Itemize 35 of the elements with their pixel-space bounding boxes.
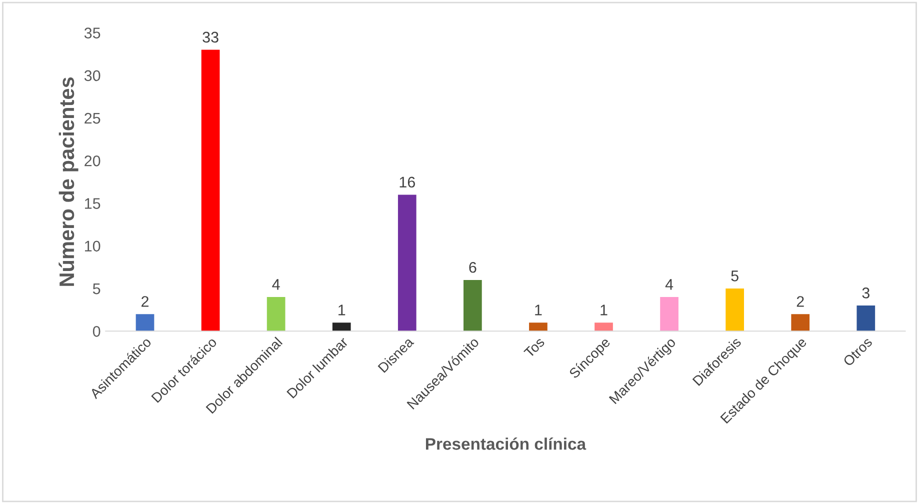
data-label: 2: [796, 296, 804, 307]
bar: [332, 322, 351, 332]
y-tick-label: 20: [84, 156, 100, 166]
bar: [201, 50, 220, 332]
data-label: 1: [535, 304, 542, 316]
bar: [136, 314, 154, 332]
data-label: 2: [142, 296, 148, 307]
data-label: 3: [862, 288, 870, 298]
y-tick-label: 30: [84, 70, 100, 82]
y-tick-label: 5: [92, 284, 100, 294]
data-label: 4: [272, 279, 280, 290]
y-tick-label: 35: [84, 28, 100, 38]
y-tick-label: 25: [84, 112, 100, 124]
y-tick-label: 0: [92, 326, 100, 337]
x-axis-title: Presentación clínica: [426, 437, 586, 450]
bar: [594, 322, 613, 332]
bar: [464, 280, 482, 332]
data-label: 1: [600, 304, 608, 316]
bar: [660, 297, 678, 332]
data-label: 33: [202, 32, 218, 43]
y-tick-label: 10: [84, 240, 100, 252]
x-tick-label: Tos: [524, 336, 546, 358]
bar: [398, 194, 416, 332]
bar: [529, 322, 548, 332]
data-label: 5: [731, 270, 738, 282]
bar: [266, 297, 286, 332]
bar: [856, 306, 876, 332]
data-label: 16: [400, 176, 415, 188]
data-label: 4: [665, 279, 674, 290]
data-label: 6: [469, 262, 476, 273]
bar: [726, 288, 744, 332]
y-tick-label: 15: [84, 198, 100, 209]
bar: [791, 314, 810, 332]
y-axis-title: Número de pacientes: [58, 77, 78, 286]
data-label: 1: [338, 304, 346, 316]
